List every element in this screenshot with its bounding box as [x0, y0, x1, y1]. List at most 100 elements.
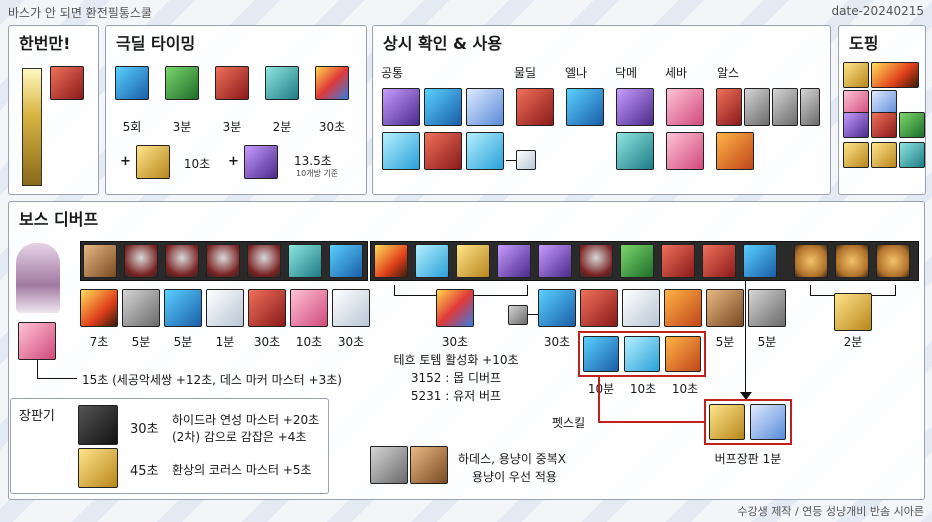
boss-debuff-icon-2 — [124, 244, 158, 278]
debuff-source-icon-9 — [580, 289, 618, 327]
hades-icon — [370, 446, 408, 484]
panel-board: 장판기 — [10, 398, 329, 494]
plus-sign: + — [228, 154, 239, 169]
always-common-icon-1 — [382, 88, 420, 126]
extreme-skill-icon-2 — [165, 66, 199, 100]
right-duration-4: 2분 — [843, 335, 863, 349]
right-duration-3: 5분 — [757, 335, 777, 349]
pet-connector-line — [598, 421, 706, 423]
footer-credit: 수강생 제작 / 연등 성냥개비 반솜 시아른 — [737, 505, 924, 518]
death-marker-icon — [18, 322, 56, 360]
pet-duration-1: 10분 — [587, 382, 615, 396]
debuff-duration-5: 30초 — [253, 335, 281, 349]
small-debuff-icon — [508, 305, 528, 325]
debuff-source-icon-7 — [332, 289, 370, 327]
right-duration-1: 30초 — [543, 335, 571, 349]
cookie-buff-icon — [834, 293, 872, 331]
page-title: 바스가 안 되면 환전필통스쿨 — [8, 6, 152, 20]
extreme-duration-1: 5회 — [122, 120, 142, 134]
arrow-line — [745, 281, 746, 395]
boss-debuff-icon-11 — [497, 244, 531, 278]
extreme-extra-duration-1: 10초 — [183, 157, 211, 171]
debuff-source-icon-2 — [122, 289, 160, 327]
board-r2-desc: 환상의 코러스 마스터 +5초 — [172, 463, 312, 477]
always-als-orb-icon-2 — [744, 88, 770, 126]
buff-board-label: 버프장판 1분 — [714, 452, 782, 466]
debuff-source-icon-5 — [248, 289, 286, 327]
extreme-duration-2: 3분 — [172, 120, 192, 134]
bracket-line — [810, 285, 811, 295]
always-cat-common: 공통 — [381, 66, 404, 80]
boss-debuff-icon-6 — [288, 244, 322, 278]
bracket-line — [527, 285, 528, 295]
chorus-board-icon — [78, 448, 118, 488]
doping-icon-1 — [843, 62, 869, 88]
extreme-duration-4: 2분 — [272, 120, 292, 134]
always-als-orb-icon-4 — [800, 88, 820, 126]
pet-duration-3: 10초 — [671, 382, 699, 396]
plus-sign: + — [120, 154, 131, 169]
extreme-skill-icon-5 — [315, 66, 349, 100]
debuff-source-icon-13 — [748, 289, 786, 327]
extreme-skill-icon-3 — [215, 66, 249, 100]
pet-skill-label: 펫스킬 — [552, 416, 586, 430]
extreme-duration-3: 3분 — [222, 120, 242, 134]
boss-debuff-icon-14 — [620, 244, 654, 278]
boss-debuff-icon-17 — [743, 244, 777, 278]
hydra-board-icon — [78, 405, 118, 445]
boss-debuff-icon-5 — [247, 244, 281, 278]
totem-icon — [436, 289, 474, 327]
panel-board-title: 장판기 — [19, 409, 55, 424]
sword-weapon-icon — [22, 68, 42, 186]
always-als-orb-icon-3 — [772, 88, 798, 126]
debuff-source-icon-3 — [164, 289, 202, 327]
doping-icon-4 — [871, 90, 897, 116]
bracket-line — [895, 285, 896, 295]
boss-debuff-icon-3 — [165, 244, 199, 278]
doping-icon-6 — [871, 112, 897, 138]
board-r2-time: 45초 — [130, 464, 159, 479]
right-duration-2: 5분 — [715, 335, 735, 349]
boss-debuff-icon-19 — [835, 244, 869, 278]
page-date: date-20240215 — [831, 4, 924, 18]
debuff-source-icon-11 — [664, 289, 702, 327]
boss-debuff-icon-13 — [579, 244, 613, 278]
debuff-source-icon-1 — [80, 289, 118, 327]
always-als-orb-icon-1 — [716, 88, 742, 126]
doping-icon-10 — [899, 142, 925, 168]
always-elna-icon — [566, 88, 604, 126]
totem-duration: 30초 — [441, 335, 469, 349]
once-skill-icon — [50, 66, 84, 100]
totem-desc-3: 5231 : 유저 버프 — [410, 389, 502, 403]
doping-icon-8 — [843, 142, 869, 168]
always-cat-als: 알스 — [717, 66, 740, 80]
bracket-line — [394, 285, 395, 295]
pet-connector-line — [598, 377, 600, 422]
board-r1-time: 30초 — [130, 422, 159, 437]
doping-icon-7 — [899, 112, 925, 138]
doping-icon-5 — [843, 112, 869, 138]
debuff-duration-4: 1분 — [215, 335, 235, 349]
buff-board-icon-1 — [709, 404, 745, 440]
panel-doping-title: 도핑 — [849, 34, 879, 53]
debuff-source-icon-8 — [538, 289, 576, 327]
always-darkmage-icon-1 — [616, 88, 654, 126]
debuff-duration-3: 5분 — [173, 335, 193, 349]
doping-icon-2 — [871, 62, 919, 88]
skull-debuff-icon — [16, 243, 60, 313]
extreme-extra-icon-2 — [244, 145, 278, 179]
always-common-icon-3 — [466, 88, 504, 126]
debuff-duration-2: 5분 — [131, 335, 151, 349]
debuff-source-icon-4 — [206, 289, 244, 327]
buff-board-icon-2 — [750, 404, 786, 440]
connector-line — [37, 360, 38, 379]
debuff-source-icon-10 — [622, 289, 660, 327]
dragon-cat-icon — [410, 446, 448, 484]
always-small-icon — [516, 150, 536, 170]
pet-skill-icon-3 — [665, 336, 701, 372]
totem-desc-2: 3152 : 몹 디버프 — [410, 371, 502, 385]
connector-line — [37, 378, 77, 379]
board-r1-desc-2: (2차) 감으로 감잡은 +4초 — [172, 430, 307, 444]
hades-note-1: 하데스, 용냥이 중복X — [458, 452, 566, 466]
always-cat-elna: 엘나 — [565, 66, 588, 80]
